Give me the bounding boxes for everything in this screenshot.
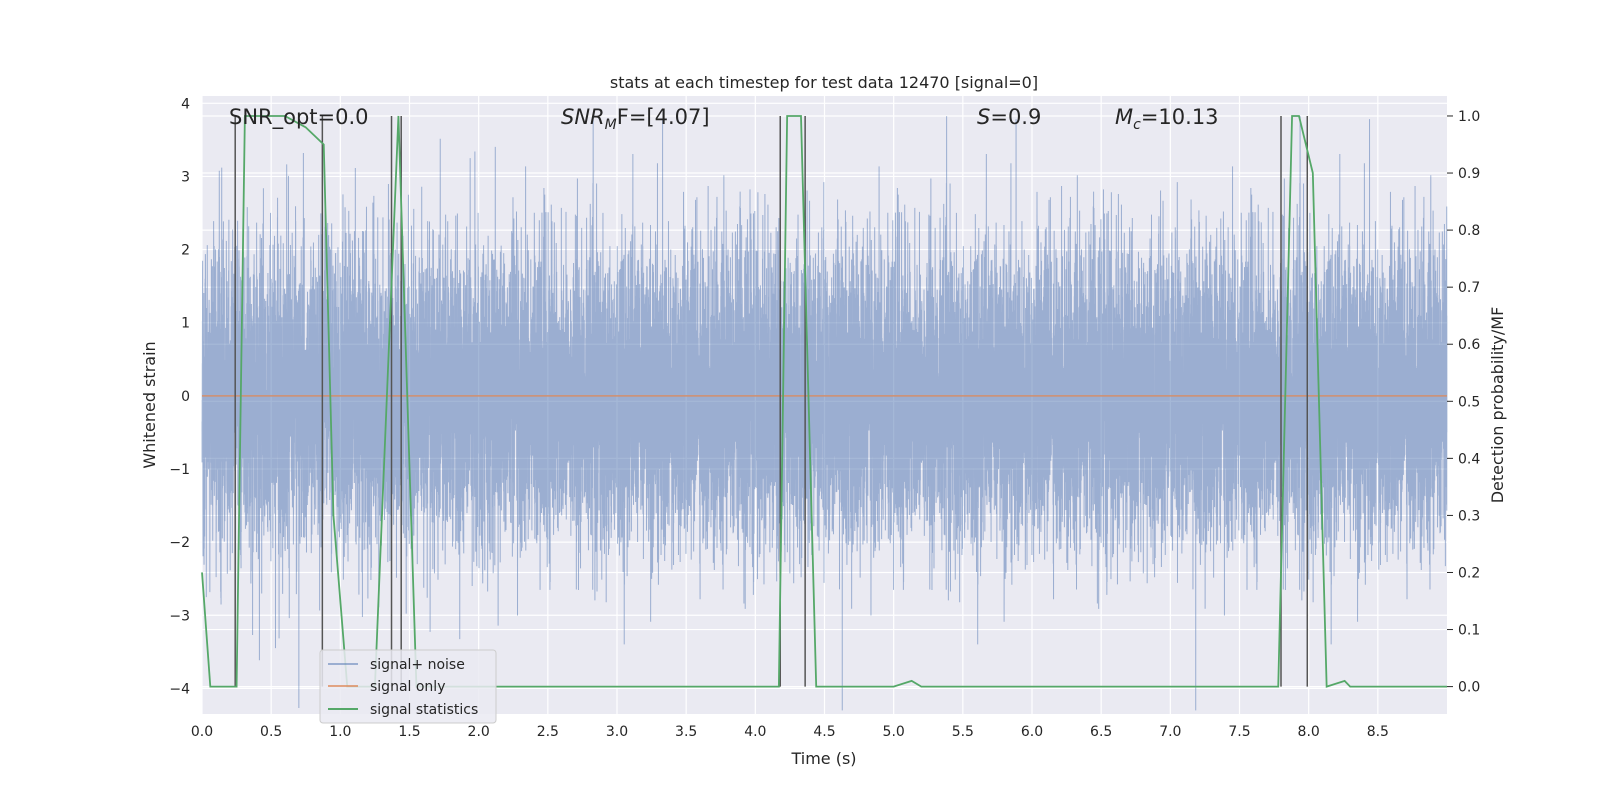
y-tick-label: 0 <box>181 389 190 405</box>
y-tick-label: −2 <box>169 535 190 551</box>
x-tick-label: 5.5 <box>952 724 974 740</box>
annotation-s: S=0.9 <box>977 105 1041 129</box>
y2-tick-label: 0.2 <box>1458 565 1480 581</box>
y2-axis-label: Detection probability/MF <box>1488 307 1507 504</box>
annotation-s-rest: =0.9 <box>990 105 1041 129</box>
x-tick-label: 0.5 <box>260 724 282 740</box>
x-tick-label: 7.5 <box>1228 724 1250 740</box>
annotation-snr-mf-base: SNR <box>561 105 605 129</box>
series-signal-statistics <box>201 115 1447 688</box>
x-tick-label: 1.5 <box>398 724 420 740</box>
annotation-snr-mf-rest: F=[4.07] <box>617 105 710 129</box>
legend: signal+ noise signal only signal statist… <box>319 649 497 724</box>
y-tick-label: 1 <box>181 316 190 332</box>
y-tick-label: 2 <box>181 243 190 259</box>
x-tick-label: 4.0 <box>744 724 766 740</box>
x-tick-label: 3.0 <box>606 724 628 740</box>
y2-tick-label: 0.7 <box>1458 280 1480 296</box>
tick-labels: 0.0 0.5 1.0 1.5 2.0 2.5 3.0 3.5 4.0 4.5 5.0 5.5 6.0 6… <box>169 96 1480 740</box>
x-tick-label: 5.0 <box>883 724 905 740</box>
y2-tick-label: 0.3 <box>1458 508 1480 524</box>
y-tick-label: 4 <box>181 96 190 112</box>
chart-title: stats at each timestep for test data 124… <box>610 73 1038 92</box>
x-tick-label: 3.5 <box>675 724 697 740</box>
y-tick-label: −3 <box>169 608 190 624</box>
y-tick-label: 3 <box>181 169 190 185</box>
x-tick-label: 2.0 <box>468 724 490 740</box>
legend-label-signal-only: signal only <box>370 679 445 695</box>
annotation-mc-sub: c <box>1133 117 1141 133</box>
y-tick-label: −1 <box>169 462 190 478</box>
legend-label-signal-statistics: signal statistics <box>370 702 478 718</box>
y-axis-label: Whitened strain <box>140 341 159 468</box>
signal-statistics-line <box>201 115 1447 688</box>
signal-noise-line <box>201 116 1448 711</box>
y2-tick-label: 0.8 <box>1458 223 1480 239</box>
annotation-mc-rest: =10.13 <box>1141 105 1219 129</box>
annotation-mc: Mc=10.13 <box>1115 105 1219 133</box>
annotation-snr-opt: SNR_opt=0.0 <box>229 105 369 130</box>
x-tick-label: 0.0 <box>191 724 213 740</box>
y2-tick-label: 1.0 <box>1458 109 1480 125</box>
x-tick-label: 2.5 <box>537 724 559 740</box>
y2-tick-label: 0.4 <box>1458 451 1480 467</box>
series-signal-noise <box>201 116 1448 711</box>
annotation-snr-mf: SNRMF=[4.07] <box>561 105 710 133</box>
y-tick-label: −4 <box>169 681 190 697</box>
y2-tick-label: 0.6 <box>1458 337 1480 353</box>
x-axis-label: Time (s) <box>790 749 856 768</box>
annotation-s-var: S <box>977 105 990 129</box>
x-tick-label: 7.0 <box>1159 724 1181 740</box>
y2-tick-label: 0.0 <box>1458 680 1480 696</box>
x-tick-label: 8.0 <box>1298 724 1320 740</box>
vertical-markers <box>234 115 1309 687</box>
x-tick-label: 6.0 <box>1021 724 1043 740</box>
legend-box <box>319 649 497 724</box>
annotation-snr-mf-sub: M <box>605 117 617 133</box>
annotation-mc-var: M <box>1115 105 1133 129</box>
x-tick-label: 8.5 <box>1367 724 1389 740</box>
x-tick-label: 4.5 <box>813 724 835 740</box>
y2-tick-label: 0.9 <box>1458 166 1480 182</box>
x-tick-label: 1.0 <box>329 724 351 740</box>
legend-label-signal-noise: signal+ noise <box>370 657 465 673</box>
y2-tick-label: 0.5 <box>1458 394 1480 410</box>
x-tick-label: 6.5 <box>1090 724 1112 740</box>
y2-tick-label: 0.1 <box>1458 623 1480 639</box>
